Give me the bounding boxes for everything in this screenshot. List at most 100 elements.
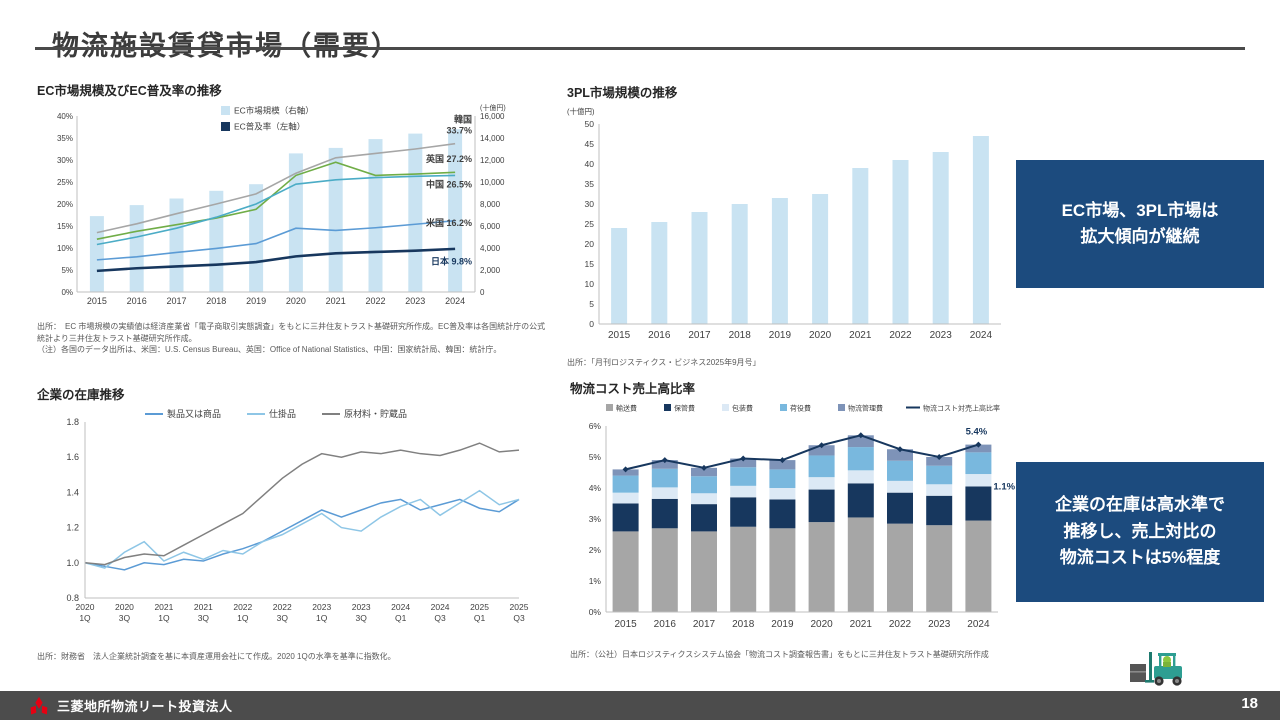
svg-text:英国 27.2%: 英国 27.2%	[425, 153, 472, 164]
svg-text:2022: 2022	[365, 296, 385, 306]
svg-text:15: 15	[585, 259, 595, 269]
svg-text:45: 45	[585, 139, 595, 149]
svg-text:20%: 20%	[57, 200, 73, 209]
svg-text:2025: 2025	[510, 602, 529, 612]
svg-text:2024: 2024	[445, 296, 465, 306]
svg-text:2021: 2021	[326, 296, 346, 306]
svg-text:Q1: Q1	[474, 613, 486, 623]
svg-text:0: 0	[480, 288, 485, 297]
svg-text:製品又は商品: 製品又は商品	[167, 408, 221, 419]
threepl-chart-title: 3PL市場規模の推移	[567, 86, 678, 100]
svg-text:33.7%: 33.7%	[446, 126, 472, 136]
svg-text:0%: 0%	[589, 607, 602, 617]
svg-text:EC普及率（左軸）: EC普及率（左軸）	[234, 122, 305, 132]
svg-text:16,000: 16,000	[480, 112, 505, 121]
svg-text:2024: 2024	[391, 602, 410, 612]
svg-text:10%: 10%	[57, 244, 73, 253]
logistics-cost-chart-source: 出所：（公社）日本ロジスティクスシステム協会「物流コスト調査報告書」をもとに三井…	[570, 650, 989, 659]
svg-text:25%: 25%	[57, 178, 73, 187]
page-title: 物流施設賃貸市場（需要）	[52, 24, 400, 63]
title-underline	[35, 47, 1245, 50]
svg-text:Q1: Q1	[395, 613, 407, 623]
svg-text:3%: 3%	[589, 514, 602, 524]
svg-text:2020: 2020	[76, 602, 95, 612]
svg-text:2017: 2017	[693, 619, 716, 630]
svg-text:2015: 2015	[608, 330, 631, 341]
svg-text:Q3: Q3	[513, 613, 525, 623]
svg-text:輸送費: 輸送費	[616, 404, 637, 413]
callout-box-ec-3pl: EC市場、3PL市場は 拡大傾向が継続	[1016, 160, 1264, 288]
svg-text:2016: 2016	[127, 296, 147, 306]
svg-text:2022: 2022	[273, 602, 292, 612]
svg-text:2022: 2022	[233, 602, 252, 612]
svg-text:5%: 5%	[589, 452, 602, 462]
svg-text:8,000: 8,000	[480, 200, 501, 209]
svg-text:5: 5	[589, 299, 594, 309]
svg-text:5.4%: 5.4%	[966, 427, 988, 438]
svg-text:2017: 2017	[166, 296, 186, 306]
svg-text:2016: 2016	[654, 619, 677, 630]
svg-text:3Q: 3Q	[119, 613, 131, 623]
inventory-chart-block: 企業の在庫推移 0.8 1.0 1.2 1.4 1.6 1.8 製品又は商品 仕掛品 原材料・貯…	[35, 384, 540, 663]
svg-text:6%: 6%	[589, 421, 602, 431]
svg-text:(十億円): (十億円)	[567, 106, 595, 116]
logistics-cost-chart-block: 物流コスト売上高比率 0% 1% 2% 3% 4% 5% 6% 輸送費 保管費 包装費 荷役費 物流管…	[568, 378, 1026, 661]
svg-text:1.4: 1.4	[66, 487, 79, 497]
brand-name: 三菱地所物流リート投資法人	[57, 699, 233, 714]
mitsubishi-logo-icon	[30, 696, 48, 715]
svg-text:2025: 2025	[470, 602, 489, 612]
svg-text:包装費: 包装費	[732, 404, 753, 413]
svg-text:2019: 2019	[246, 296, 266, 306]
svg-text:2023: 2023	[312, 602, 331, 612]
svg-text:2020: 2020	[809, 330, 832, 341]
callout-text-ec-3pl: EC市場、3PL市場は 拡大傾向が継続	[1061, 200, 1219, 246]
svg-text:6,000: 6,000	[480, 222, 501, 231]
svg-text:2018: 2018	[206, 296, 226, 306]
svg-text:2022: 2022	[889, 619, 912, 630]
callout-box-inventory: 企業の在庫は高水準で 推移し、売上対比の 物流コストは5%程度	[1016, 462, 1264, 602]
svg-text:1.6: 1.6	[66, 452, 79, 462]
svg-text:2021: 2021	[194, 602, 213, 612]
svg-text:1.0: 1.0	[66, 558, 79, 568]
footer-bar: 三菱地所物流リート投資法人 18	[0, 691, 1280, 720]
brand: 三菱地所物流リート投資法人	[28, 696, 233, 716]
svg-text:2021: 2021	[154, 602, 173, 612]
svg-text:2015: 2015	[614, 619, 637, 630]
callout-text-inventory: 企業の在庫は高水準で 推移し、売上対比の 物流コストは5%程度	[1055, 495, 1225, 568]
svg-text:4%: 4%	[589, 483, 602, 493]
svg-text:中国 26.5%: 中国 26.5%	[426, 178, 472, 189]
svg-text:1Q: 1Q	[79, 613, 91, 623]
svg-text:2018: 2018	[732, 619, 755, 630]
svg-text:保管費: 保管費	[674, 404, 695, 413]
svg-text:Q3: Q3	[434, 613, 446, 623]
svg-text:1Q: 1Q	[158, 613, 170, 623]
forklift-icon	[1128, 650, 1206, 693]
svg-text:2019: 2019	[769, 330, 792, 341]
svg-text:米国 16.2%: 米国 16.2%	[425, 217, 472, 228]
svg-text:1.8: 1.8	[66, 417, 79, 427]
ec-market-chart-title: EC市場規模及びEC普及率の推移	[37, 84, 222, 98]
svg-text:15%: 15%	[57, 222, 73, 231]
svg-text:25: 25	[585, 219, 595, 229]
svg-text:2016: 2016	[648, 330, 671, 341]
svg-text:物流コスト対売上高比率: 物流コスト対売上高比率	[923, 404, 1000, 413]
svg-text:0.8: 0.8	[66, 593, 79, 603]
svg-text:30%: 30%	[57, 156, 73, 165]
svg-text:2017: 2017	[688, 330, 711, 341]
svg-text:2020: 2020	[286, 296, 306, 306]
svg-text:2022: 2022	[889, 330, 912, 341]
svg-text:35%: 35%	[57, 134, 73, 143]
svg-text:5%: 5%	[61, 266, 73, 275]
logistics-cost-chart-title: 物流コスト売上高比率	[570, 382, 696, 396]
inventory-chart-title: 企業の在庫推移	[37, 388, 125, 402]
svg-text:2%: 2%	[589, 545, 602, 555]
svg-text:2024: 2024	[970, 330, 993, 341]
logistics-cost-chart: 0% 1% 2% 3% 4% 5% 6% 輸送費 保管費 包装費 荷役費 物流管理費 物流コスト対売上高…	[568, 400, 1026, 647]
svg-text:(十億円): (十億円)	[480, 103, 506, 112]
svg-text:2021: 2021	[849, 330, 872, 341]
svg-text:2023: 2023	[352, 602, 371, 612]
svg-text:2020: 2020	[810, 619, 833, 630]
svg-text:3Q: 3Q	[198, 613, 210, 623]
svg-text:EC市場規模（右軸）: EC市場規模（右軸）	[234, 106, 314, 116]
svg-text:3Q: 3Q	[356, 613, 368, 623]
